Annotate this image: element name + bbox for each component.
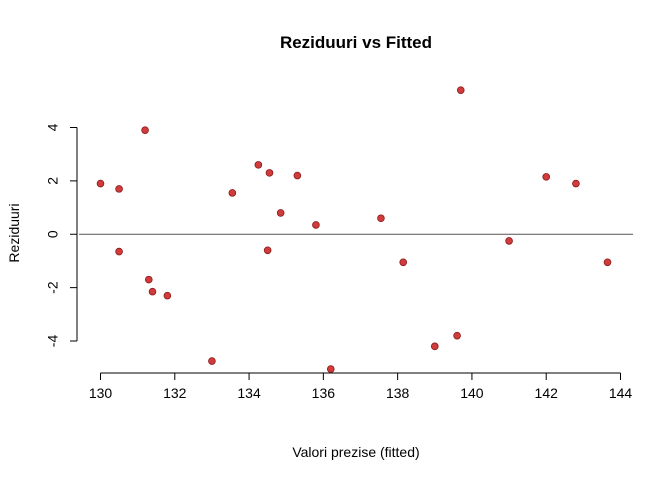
data-point <box>377 214 385 223</box>
y-tick-label: -4 <box>45 335 61 348</box>
y-tick-label: -2 <box>45 281 61 294</box>
data-point <box>542 173 551 181</box>
data-point <box>430 342 439 351</box>
data-point <box>96 179 105 188</box>
data-point <box>115 185 123 193</box>
data-point <box>265 169 274 177</box>
y-tick-label: 0 <box>45 230 61 238</box>
x-tick-label: 144 <box>609 385 633 401</box>
data-point <box>453 331 461 340</box>
data-point <box>148 287 157 296</box>
data-point <box>115 247 123 256</box>
data-point <box>144 275 153 284</box>
data-point <box>141 126 149 134</box>
plot-area: 130 132 134 136 138 140 142 144 -4 -2 0 2 4 <box>45 86 633 401</box>
x-tick-label: 140 <box>460 385 484 401</box>
data-point <box>293 171 302 180</box>
data-point <box>263 246 272 255</box>
data-point <box>572 179 580 188</box>
x-tick-label: 138 <box>386 385 410 401</box>
data-point <box>208 357 216 365</box>
chart-title: Reziduuri vs Fitted <box>280 33 432 52</box>
data-point <box>254 161 263 169</box>
y-tick-label: 4 <box>45 123 61 131</box>
data-point <box>312 221 320 229</box>
data-point <box>276 209 285 217</box>
x-axis-label: Valori prezise (fitted) <box>292 444 419 460</box>
data-point <box>326 365 335 373</box>
x-tick-label: 142 <box>535 385 559 401</box>
data-point <box>228 189 237 197</box>
data-point <box>505 237 513 245</box>
data-point <box>456 86 465 94</box>
data-point <box>163 291 172 300</box>
x-tick-label: 136 <box>312 385 336 401</box>
x-tick-label: 130 <box>89 385 113 401</box>
y-axis-label: Reziduuri <box>6 203 22 262</box>
data-point <box>399 258 408 267</box>
x-tick-label: 134 <box>237 385 261 401</box>
y-tick-label: 2 <box>45 177 61 185</box>
data-point <box>603 258 612 267</box>
x-tick-label: 132 <box>163 385 187 401</box>
